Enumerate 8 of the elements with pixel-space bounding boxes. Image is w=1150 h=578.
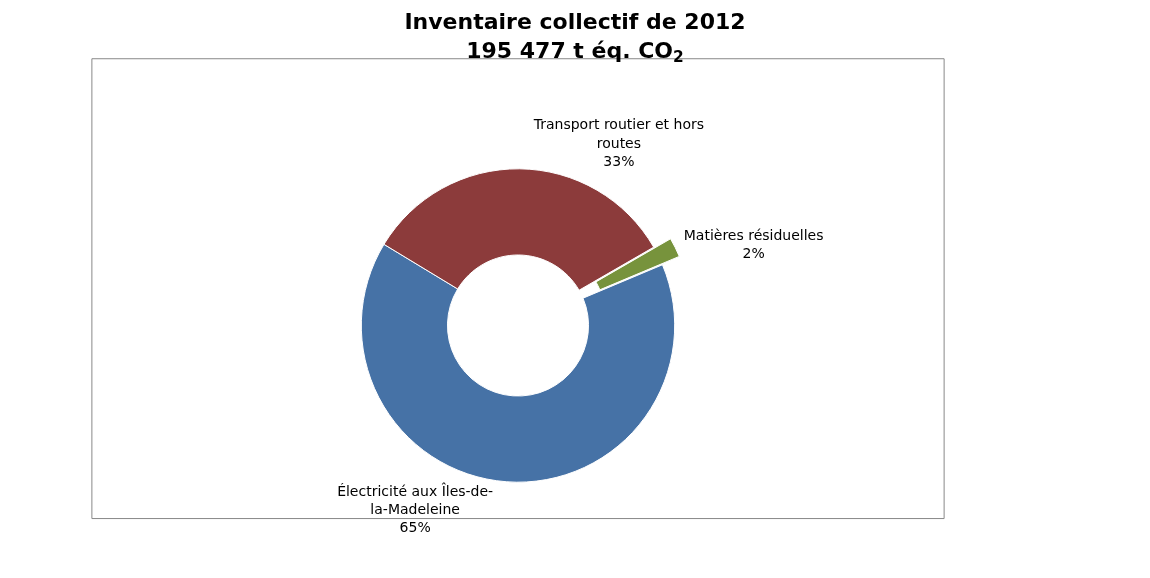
slice-label: Transport routier et hors routes	[532, 116, 705, 151]
data-label: 33%	[603, 152, 635, 169]
chart-subtitle: 195 477 t éq. CO$_{2}$	[466, 37, 684, 67]
slice-label: Matières résiduelles	[683, 226, 824, 243]
data-label: 2%	[742, 245, 765, 262]
data-label: 65%	[399, 519, 431, 536]
chart-title: Inventaire collectif de 2012	[404, 8, 746, 34]
slice-label: Électricité aux Îles-de-la-Madeleine	[337, 481, 494, 517]
